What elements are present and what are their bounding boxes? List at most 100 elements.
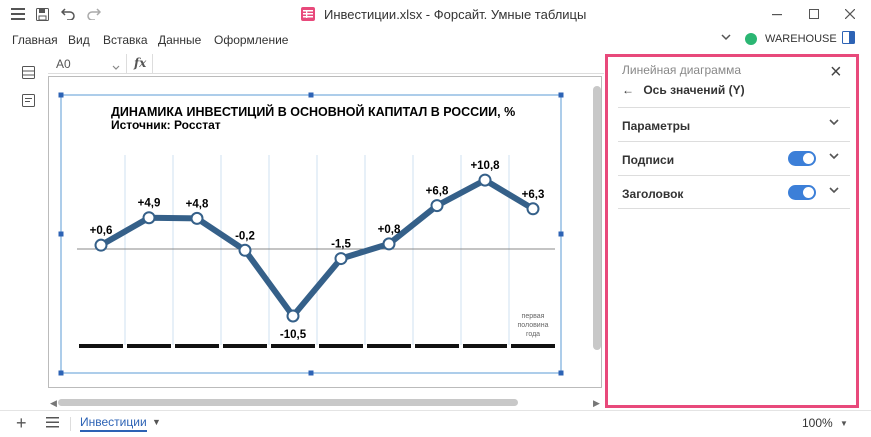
- category-bar: [367, 344, 411, 348]
- chevron-down-icon[interactable]: [828, 116, 840, 131]
- undo-icon[interactable]: [58, 4, 78, 24]
- close-panel-icon[interactable]: ×: [830, 61, 842, 83]
- last-point-note: половина: [518, 322, 549, 329]
- title-bar: Инвестиции.xlsx - Форсайт. Умные таблицы: [0, 0, 871, 28]
- panel-toggle-icon[interactable]: [842, 31, 855, 47]
- data-point: [382, 237, 396, 251]
- horizontal-scrollbar[interactable]: [58, 399, 518, 406]
- data-label: -10,5: [280, 329, 307, 341]
- vertical-scrollbar[interactable]: [593, 86, 601, 350]
- sheet-tab-investments[interactable]: Инвестиции: [80, 415, 147, 432]
- back-button[interactable]: ← Ось значений (Y): [622, 83, 745, 97]
- data-point: [94, 238, 108, 252]
- menu-bar: Главная Вид Вставка Данные Оформление WA…: [0, 28, 871, 52]
- data-label: +6,8: [426, 186, 449, 198]
- resize-handle: [308, 370, 314, 376]
- data-point: [238, 243, 252, 257]
- data-label: +0,8: [378, 224, 401, 236]
- chevron-down-icon[interactable]: [828, 184, 840, 199]
- data-point: [334, 252, 348, 266]
- resize-handle: [558, 231, 564, 237]
- data-label: -0,2: [235, 230, 255, 242]
- arrow-left-icon: ←: [622, 83, 634, 97]
- menu-format[interactable]: Оформление: [214, 33, 289, 47]
- data-point: [190, 211, 204, 225]
- resize-handle: [308, 92, 314, 98]
- divider: [152, 54, 153, 74]
- chevron-down-icon[interactable]: [112, 60, 120, 74]
- window-title: Инвестиции.xlsx - Форсайт. Умные таблицы: [324, 7, 587, 22]
- bottom-bar: + Инвестиции ▼ 100% ▼: [0, 410, 871, 437]
- row-title[interactable]: Заголовок: [618, 175, 850, 209]
- category-bar: [415, 344, 459, 348]
- line-chart[interactable]: ДИНАМИКА ИНВЕСТИЦИЙ В ОСНОВНОЙ КАПИТАЛ В…: [49, 77, 603, 389]
- row-parameters[interactable]: Параметры: [618, 107, 850, 141]
- labels-toggle[interactable]: [788, 151, 816, 166]
- menu-home[interactable]: Главная: [12, 33, 58, 47]
- back-label: Ось значений (Y): [643, 83, 745, 97]
- horizontal-scrollbar-track: ◀ ▶: [48, 397, 604, 409]
- chart-subtitle: Источник: Росстат: [111, 118, 221, 132]
- scroll-right-icon[interactable]: ▶: [593, 398, 600, 408]
- data-label: +4,8: [186, 198, 209, 210]
- data-label: +0,6: [90, 225, 113, 237]
- data-label: +4,9: [138, 198, 161, 210]
- category-bar: [223, 344, 267, 348]
- redo-icon[interactable]: [84, 4, 104, 24]
- comment-icon[interactable]: [18, 90, 38, 110]
- divider: [126, 54, 127, 74]
- sheet-area[interactable]: ДИНАМИКА ИНВЕСТИЦИЙ В ОСНОВНОЙ КАПИТАЛ В…: [48, 76, 602, 388]
- resize-handle: [58, 231, 64, 237]
- connection-status-dot: [745, 33, 757, 45]
- hamburger-menu-icon[interactable]: [8, 4, 28, 24]
- chevron-down-icon[interactable]: ▼: [152, 417, 161, 427]
- series-line: [99, 177, 535, 319]
- data-label: -1,5: [331, 239, 351, 251]
- menu-insert[interactable]: Вставка: [103, 33, 148, 47]
- row-label: Подписи: [622, 153, 675, 167]
- chevron-down-icon[interactable]: [720, 31, 732, 46]
- cell-reference[interactable]: A0: [56, 57, 71, 71]
- data-point: [286, 309, 300, 323]
- data-point: [526, 202, 540, 216]
- database-icon[interactable]: [18, 62, 38, 82]
- chart-title: ДИНАМИКА ИНВЕСТИЦИЙ В ОСНОВНОЙ КАПИТАЛ В…: [111, 104, 515, 119]
- category-bar: [271, 344, 315, 348]
- title-toggle[interactable]: [788, 185, 816, 200]
- panel-title: Линейная диаграмма: [622, 63, 741, 77]
- chevron-down-icon[interactable]: ▼: [840, 419, 848, 428]
- last-point-note: первая: [522, 313, 545, 320]
- chevron-down-icon[interactable]: [828, 150, 840, 165]
- category-bar: [127, 344, 171, 348]
- formula-bar: A0 fx: [48, 54, 604, 74]
- category-bar: [319, 344, 363, 348]
- row-label: Параметры: [622, 119, 691, 133]
- add-sheet-icon[interactable]: +: [16, 413, 27, 433]
- save-icon[interactable]: [32, 4, 52, 24]
- row-labels[interactable]: Подписи: [618, 141, 850, 175]
- maximize-icon[interactable]: [804, 4, 824, 24]
- close-icon[interactable]: [840, 4, 860, 24]
- menu-view[interactable]: Вид: [68, 33, 90, 47]
- chart-selection-frame: [60, 94, 562, 374]
- scroll-left-icon[interactable]: ◀: [50, 398, 57, 408]
- data-label: +10,8: [470, 160, 500, 172]
- resize-handle: [558, 370, 564, 376]
- fx-icon: fx: [134, 56, 147, 70]
- zoom-level[interactable]: 100%: [802, 416, 833, 430]
- resize-handle: [58, 370, 64, 376]
- resize-handle: [58, 92, 64, 98]
- minimize-icon[interactable]: [767, 4, 787, 24]
- row-label: Заголовок: [622, 187, 684, 201]
- resize-handle: [558, 92, 564, 98]
- category-bar: [511, 344, 555, 348]
- menu-data[interactable]: Данные: [158, 33, 202, 47]
- chart-settings-panel: Линейная диаграмма × ← Ось значений (Y) …: [605, 54, 859, 408]
- sheet-list-icon[interactable]: [46, 417, 59, 431]
- data-point: [478, 173, 492, 187]
- connection-label[interactable]: WAREHOUSE: [765, 33, 837, 45]
- category-bar: [175, 344, 219, 348]
- left-sidebar: [0, 52, 42, 408]
- data-point: [142, 211, 156, 225]
- category-bar: [463, 344, 507, 348]
